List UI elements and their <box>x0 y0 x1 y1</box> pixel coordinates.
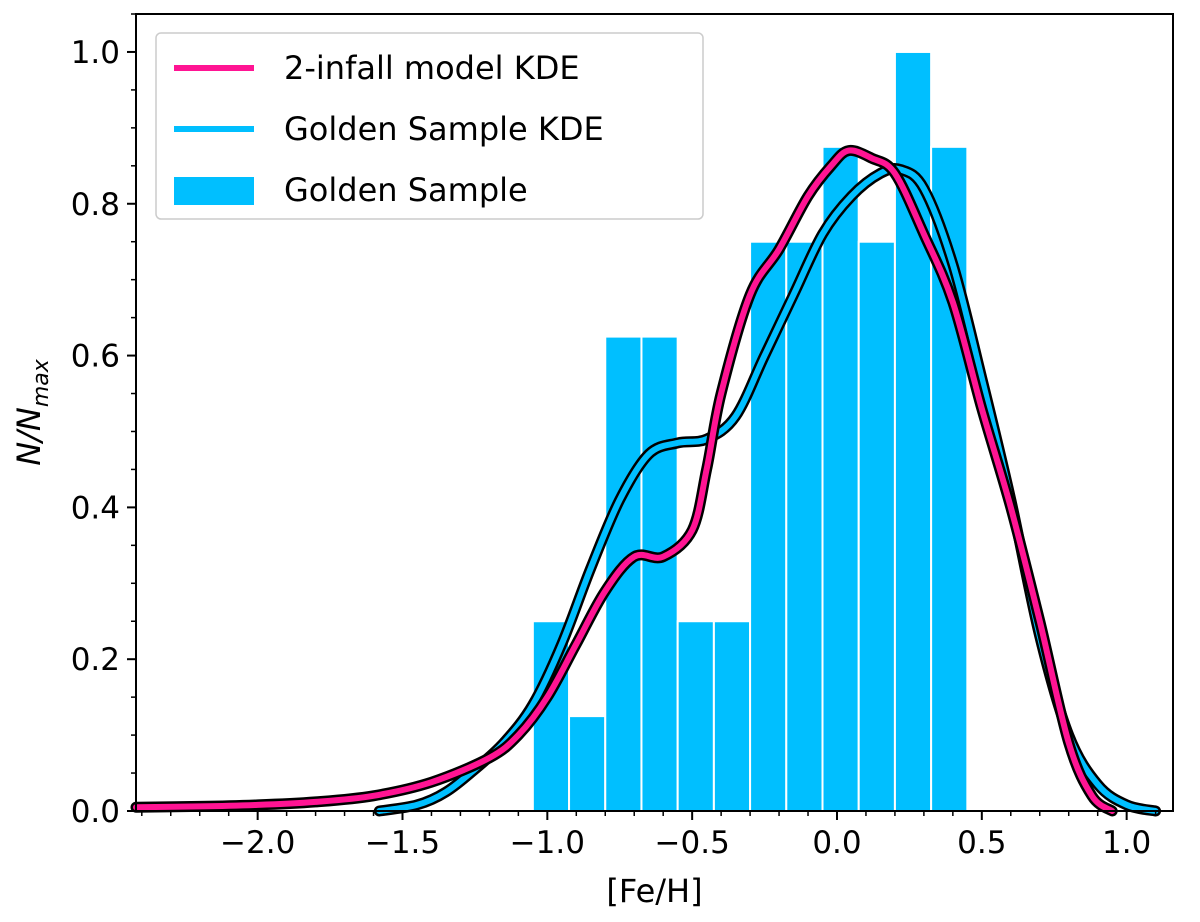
histogram-bar <box>712 620 752 812</box>
y-tick-label: 0.6 <box>71 339 120 375</box>
y-tick-label: 0.4 <box>71 490 120 526</box>
kde-lines <box>130 144 1162 817</box>
y-axis-label: N/Nmax <box>10 358 54 466</box>
histogram-bar <box>640 335 679 812</box>
x-tick-label: −0.5 <box>655 825 730 861</box>
histogram-bar <box>568 715 607 812</box>
y-tick-label: 0.0 <box>71 794 120 830</box>
x-tick-label: −2.0 <box>220 825 295 861</box>
y-axis-label-subscript: max <box>29 358 54 407</box>
x-tick-label: 0.5 <box>957 825 1006 861</box>
legend-label: 2-infall model KDE <box>284 49 580 87</box>
x-tick-label: 1.0 <box>1102 825 1151 861</box>
legend-label: Golden Sample KDE <box>284 110 604 148</box>
legend-label: Golden Sample <box>284 171 528 209</box>
legend-swatch-patch <box>174 177 254 205</box>
histogram-bar <box>785 240 824 812</box>
y-tick-label: 1.0 <box>71 35 120 71</box>
x-axis-label: [Fe/H] <box>606 872 702 910</box>
x-tick-label: −1.0 <box>510 825 585 861</box>
2-infall-model-kde-line <box>133 147 1116 814</box>
y-tick-label: 0.8 <box>71 187 120 223</box>
histogram-bars <box>531 50 969 813</box>
y-axis-label-main: N/N <box>10 407 48 466</box>
x-tick-label: 0.0 <box>812 825 861 861</box>
x-tick-label: −1.5 <box>365 825 440 861</box>
plot-frame <box>135 13 1174 812</box>
y-tick-label: 0.2 <box>71 642 120 678</box>
legend: 2-infall model KDE Golden Sample KDE Golde… <box>155 32 704 220</box>
histogram-bar <box>676 620 715 812</box>
histogram-bar <box>821 145 860 813</box>
legend-box <box>155 32 704 220</box>
histogram-bar <box>857 240 896 812</box>
